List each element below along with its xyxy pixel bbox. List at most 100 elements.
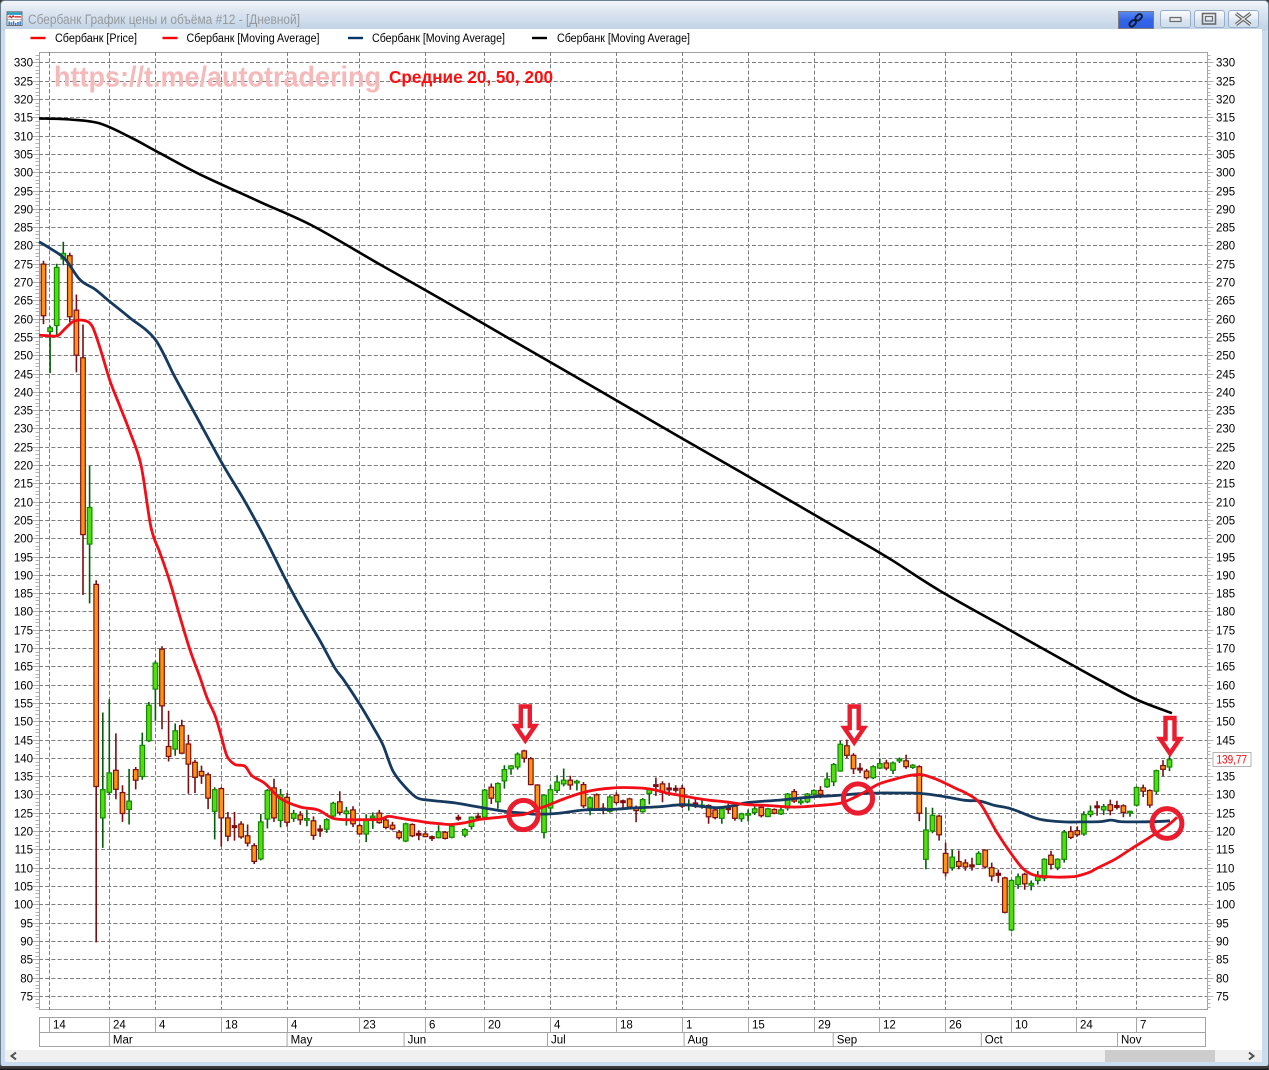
svg-text:May: May	[291, 1035, 313, 1047]
svg-text:235: 235	[1216, 406, 1235, 418]
svg-text:10: 10	[1015, 1020, 1028, 1032]
svg-text:265: 265	[14, 296, 33, 308]
svg-text:285: 285	[1216, 223, 1235, 235]
svg-text:14: 14	[53, 1020, 66, 1032]
svg-text:330: 330	[1216, 58, 1235, 70]
svg-text:275: 275	[1216, 260, 1235, 272]
svg-text:325: 325	[1216, 77, 1235, 89]
svg-text:110: 110	[1216, 864, 1234, 876]
svg-text:Сбербанк [Moving Average]: Сбербанк [Moving Average]	[557, 33, 690, 45]
svg-text:155: 155	[1216, 699, 1235, 711]
svg-text:245: 245	[14, 370, 33, 382]
svg-text:90: 90	[20, 937, 33, 949]
svg-text:Сбербанк [Moving Average]: Сбербанк [Moving Average]	[187, 33, 320, 45]
svg-text:240: 240	[1216, 388, 1235, 400]
svg-text:330: 330	[14, 58, 33, 70]
svg-text:315: 315	[14, 113, 33, 125]
svg-text:305: 305	[14, 150, 33, 162]
svg-text:230: 230	[1216, 424, 1235, 436]
svg-text:105: 105	[1216, 882, 1235, 894]
svg-text:295: 295	[14, 187, 33, 199]
svg-text:100: 100	[1216, 900, 1235, 912]
svg-text:190: 190	[14, 571, 33, 583]
svg-text:26: 26	[949, 1020, 962, 1032]
svg-text:4: 4	[159, 1020, 166, 1032]
svg-text:135: 135	[1216, 772, 1235, 784]
svg-text:250: 250	[14, 351, 33, 363]
svg-text:235: 235	[14, 406, 33, 418]
svg-text:85: 85	[1216, 955, 1229, 967]
svg-text:225: 225	[1216, 443, 1235, 455]
svg-text:160: 160	[1216, 681, 1235, 693]
svg-text:24: 24	[113, 1020, 126, 1032]
svg-text:150: 150	[14, 717, 33, 729]
svg-text:4: 4	[291, 1020, 298, 1032]
svg-text:4: 4	[554, 1020, 561, 1032]
svg-text:180: 180	[14, 607, 33, 619]
svg-text:195: 195	[14, 553, 33, 565]
svg-text:295: 295	[1216, 187, 1235, 199]
svg-text:140: 140	[14, 754, 33, 766]
svg-text:120: 120	[1216, 827, 1235, 839]
svg-text:320: 320	[1216, 95, 1235, 107]
svg-text:300: 300	[14, 168, 33, 180]
svg-text:200: 200	[14, 534, 33, 546]
svg-text:100: 100	[14, 900, 33, 912]
svg-text:260: 260	[1216, 315, 1235, 327]
svg-text:250: 250	[1216, 351, 1235, 363]
svg-text:150: 150	[1216, 717, 1235, 729]
svg-text:Средние 20, 50, 200: Средние 20, 50, 200	[389, 67, 553, 87]
svg-text:255: 255	[1216, 333, 1235, 345]
svg-text:125: 125	[1216, 809, 1235, 821]
svg-text:225: 225	[14, 443, 33, 455]
svg-text:245: 245	[1216, 370, 1235, 382]
svg-text:310: 310	[1216, 132, 1235, 144]
svg-text:6: 6	[429, 1020, 435, 1032]
svg-text:165: 165	[1216, 662, 1235, 674]
svg-text:115: 115	[1216, 845, 1234, 857]
svg-text:285: 285	[14, 223, 33, 235]
svg-text:85: 85	[20, 955, 33, 967]
svg-text:270: 270	[14, 278, 33, 290]
svg-text:190: 190	[1216, 571, 1235, 583]
svg-text:80: 80	[20, 974, 33, 986]
svg-text:215: 215	[1216, 479, 1235, 491]
svg-text:215: 215	[14, 479, 33, 491]
svg-text:200: 200	[1216, 534, 1235, 546]
svg-text:170: 170	[14, 644, 33, 656]
svg-text:280: 280	[14, 241, 33, 253]
svg-text:155: 155	[14, 699, 33, 711]
svg-text:230: 230	[14, 424, 33, 436]
svg-text:290: 290	[14, 205, 33, 217]
svg-text:290: 290	[1216, 205, 1235, 217]
svg-text:210: 210	[14, 498, 33, 510]
svg-text:18: 18	[620, 1020, 633, 1032]
svg-text:275: 275	[14, 260, 33, 272]
svg-text:165: 165	[14, 662, 33, 674]
svg-text:95: 95	[1216, 919, 1229, 931]
svg-text:12: 12	[883, 1020, 896, 1032]
svg-text:24: 24	[1080, 1020, 1093, 1032]
svg-text:265: 265	[1216, 296, 1235, 308]
svg-text:145: 145	[1216, 736, 1235, 748]
svg-text:Mar: Mar	[113, 1035, 133, 1047]
svg-text:205: 205	[1216, 516, 1235, 528]
svg-text:280: 280	[1216, 241, 1235, 253]
svg-text:Сбербанк [Price]: Сбербанк [Price]	[55, 33, 137, 45]
svg-text:175: 175	[1216, 626, 1235, 638]
svg-text:145: 145	[14, 736, 33, 748]
svg-text:29: 29	[818, 1020, 831, 1032]
svg-text:175: 175	[14, 626, 33, 638]
svg-text:195: 195	[1216, 553, 1235, 565]
svg-text:130: 130	[1216, 790, 1235, 802]
svg-text:125: 125	[14, 809, 33, 821]
svg-text:Jul: Jul	[551, 1035, 566, 1047]
svg-text:170: 170	[1216, 644, 1235, 656]
svg-text:180: 180	[1216, 607, 1235, 619]
svg-text:105: 105	[14, 882, 33, 894]
svg-text:220: 220	[14, 461, 33, 473]
svg-text:Nov: Nov	[1121, 1035, 1142, 1047]
svg-text:185: 185	[14, 589, 33, 601]
svg-text:205: 205	[14, 516, 33, 528]
svg-text:310: 310	[14, 132, 33, 144]
